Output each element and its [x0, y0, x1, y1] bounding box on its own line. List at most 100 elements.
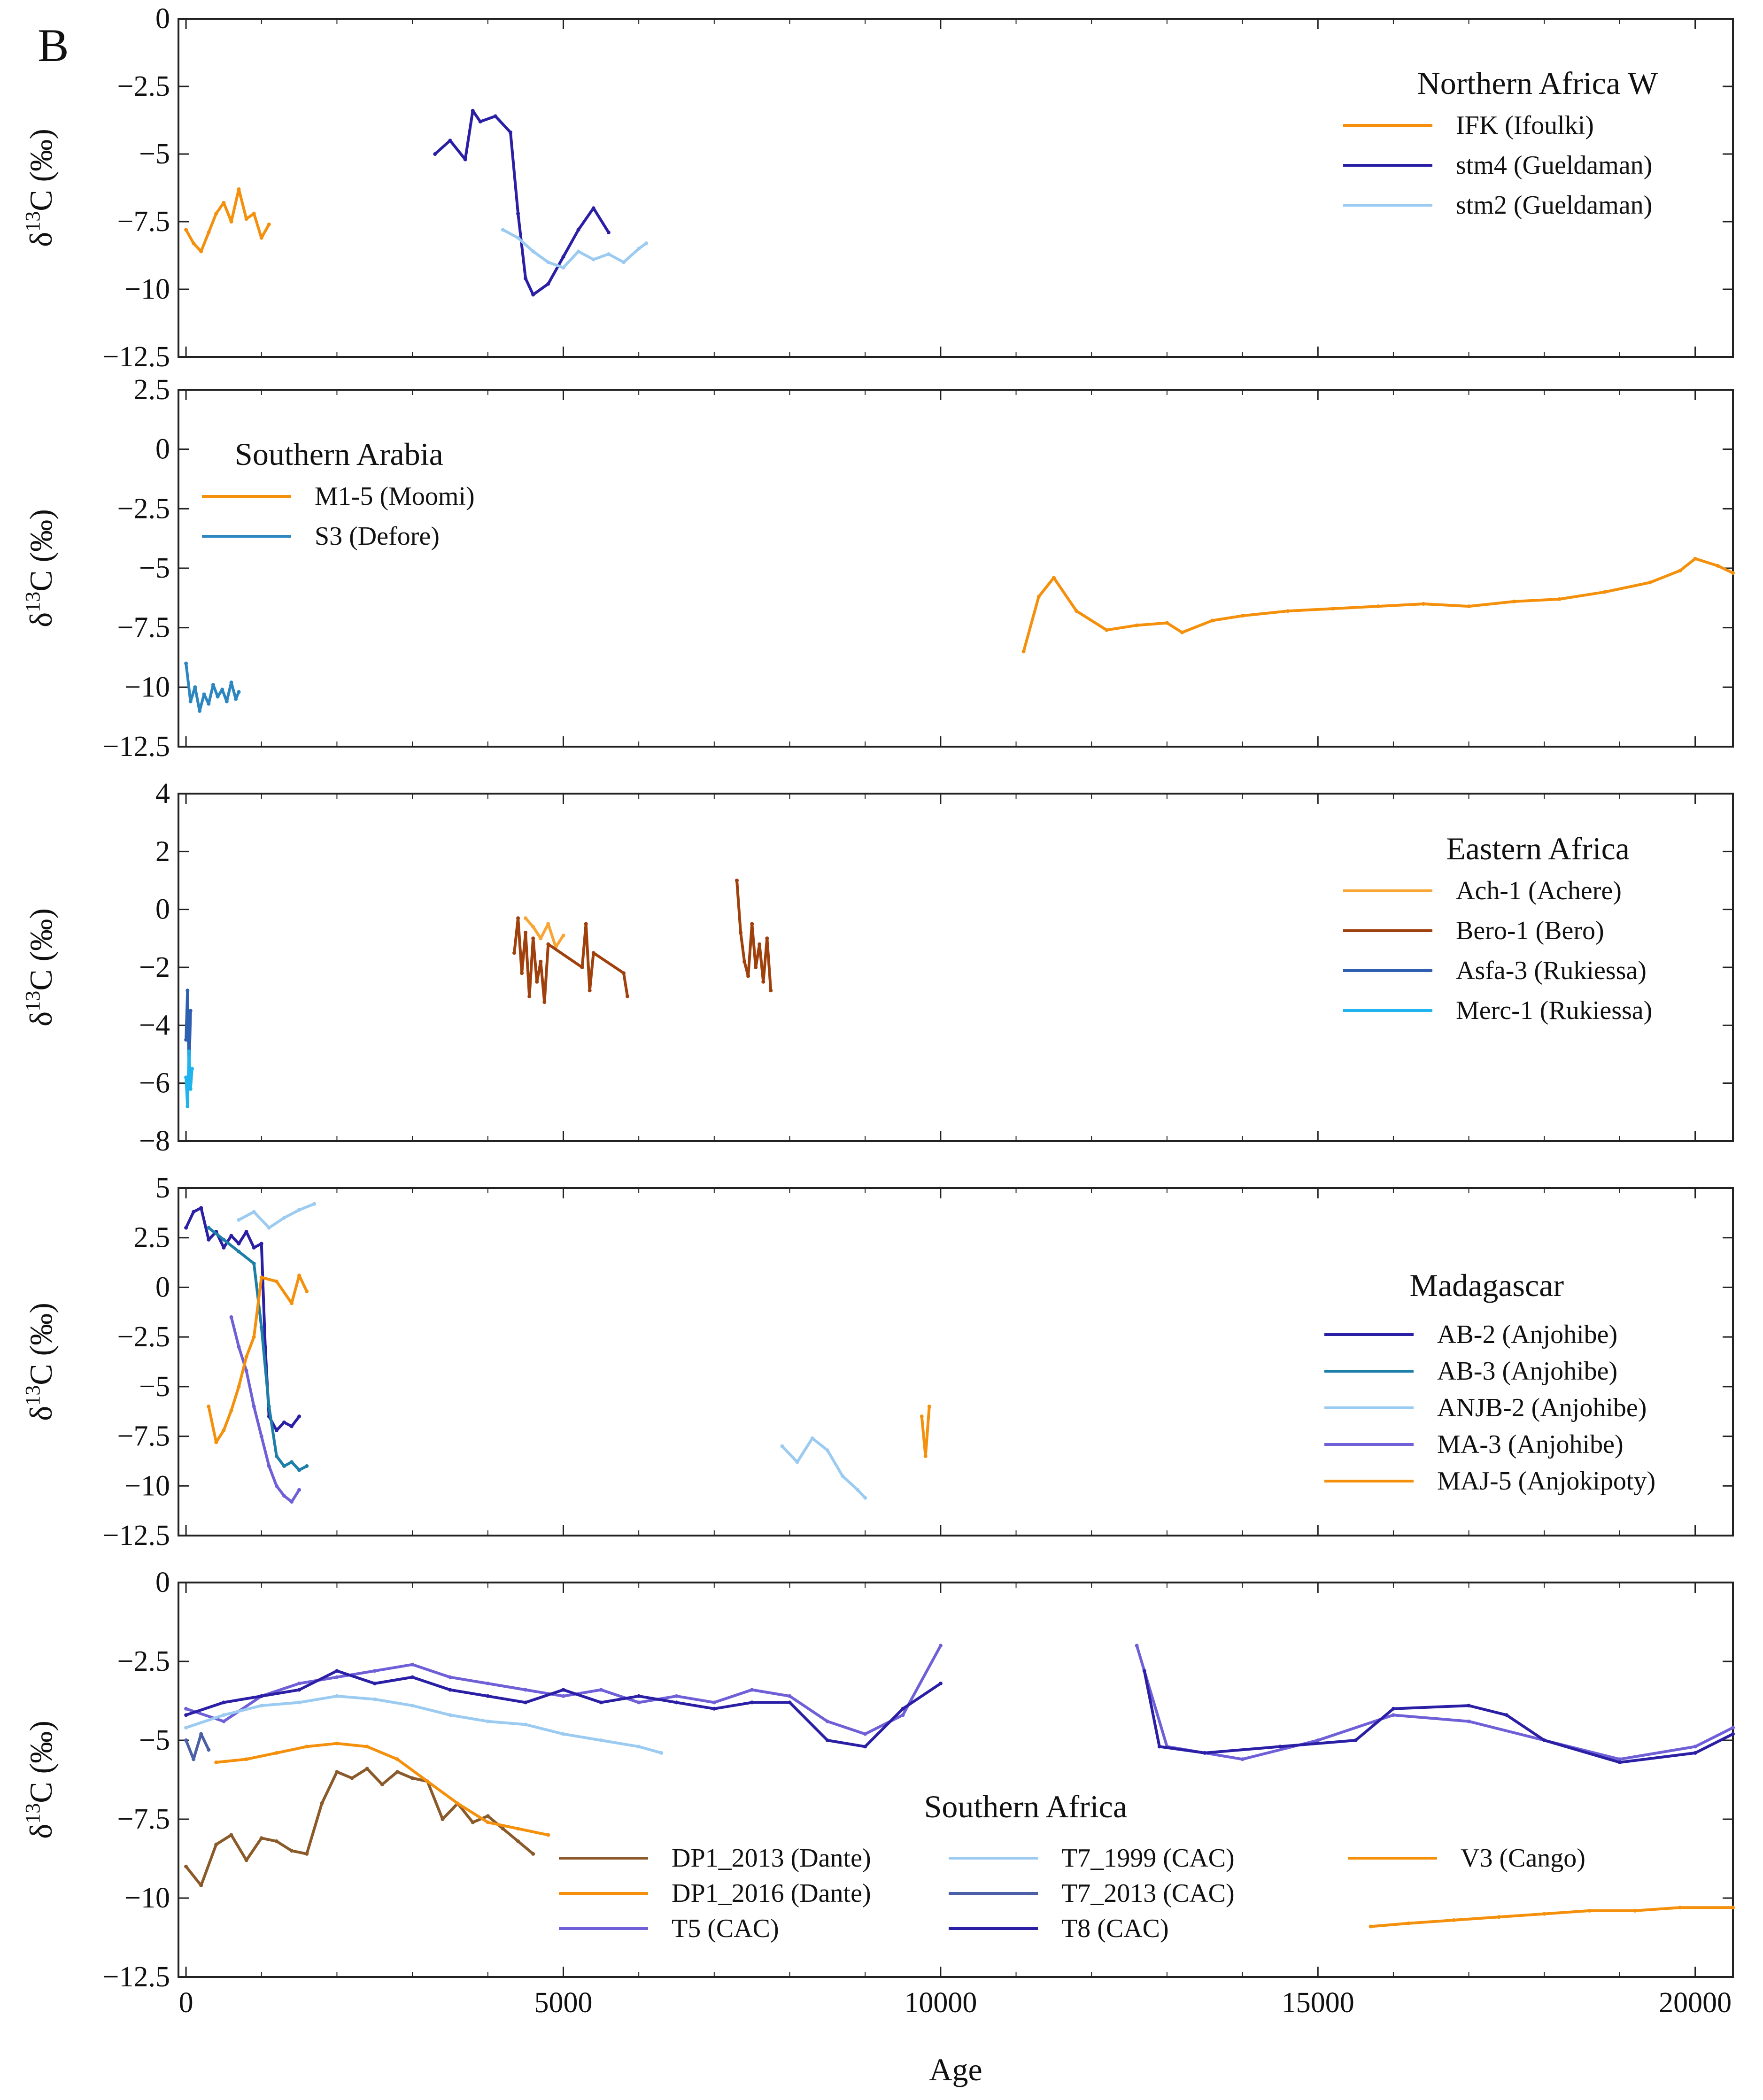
data-point — [486, 1694, 490, 1698]
y-tick-label: −2.5 — [117, 493, 170, 525]
data-point — [524, 1722, 528, 1727]
y-tick-label: −5 — [139, 552, 170, 584]
data-point — [410, 1662, 415, 1667]
data-point — [561, 1688, 565, 1692]
data-point — [486, 1719, 490, 1723]
northern-africa-panel — [178, 18, 1734, 358]
data-point — [1021, 649, 1026, 654]
data-point — [237, 690, 241, 694]
y-tick-label: 0 — [155, 3, 170, 35]
data-point — [1467, 604, 1471, 609]
data-point — [188, 1087, 193, 1091]
series-line-t8-cac — [1143, 1669, 1734, 1764]
data-point — [788, 1694, 792, 1698]
data-point — [187, 1049, 191, 1053]
panel-title: Madagascar — [1410, 1267, 1564, 1303]
data-point — [1648, 580, 1652, 585]
data-point — [1452, 1918, 1456, 1922]
data-point — [1731, 571, 1735, 575]
series-line-stm4-gueldaman — [433, 109, 610, 296]
northern-africa-content: 0 −2.5 −5 −7.5 −10 −12.5 δ13C (‰) Northern Afri… — [21, 3, 1733, 373]
y-tick-label: −6 — [139, 1067, 170, 1099]
data-point — [1693, 1751, 1697, 1755]
data-point — [297, 1208, 302, 1212]
y-tick-label: −12.5 — [103, 1520, 170, 1552]
southern-africa-panel — [178, 1582, 1734, 1978]
data-point — [229, 220, 233, 224]
data-point — [674, 1700, 679, 1705]
y-tick-label: −10 — [124, 1470, 170, 1502]
y-tick-label: −4 — [139, 1009, 170, 1041]
y-tick-label: −5 — [139, 1724, 170, 1756]
data-point — [659, 1751, 664, 1755]
data-point — [1422, 602, 1426, 606]
y-tick-label: −7.5 — [117, 206, 170, 238]
data-point — [425, 1779, 430, 1783]
data-point — [531, 936, 535, 941]
data-point — [252, 211, 256, 216]
y-tick-label: −2.5 — [117, 70, 170, 102]
y-tick-label: 2 — [155, 835, 170, 867]
data-point — [856, 1488, 860, 1492]
data-point — [410, 1704, 415, 1708]
data-point — [493, 114, 497, 118]
y-tick-label: 0 — [155, 1567, 170, 1598]
y-tick-label: −7.5 — [117, 1803, 170, 1835]
data-point — [637, 1745, 641, 1749]
data-point — [244, 1858, 248, 1862]
data-point — [1731, 1732, 1735, 1736]
panel-title: Northern Africa W — [1417, 65, 1658, 101]
legend-label: T7_2013 (CAC) — [1061, 1879, 1235, 1908]
data-point — [1286, 609, 1290, 613]
legend-label: T5 (CAC) — [672, 1914, 779, 1943]
series-line-maj-5-anjokipoty — [207, 1274, 309, 1444]
series-line-dp1-2013-dante — [185, 1767, 535, 1887]
data-point — [742, 959, 747, 964]
y-tick-label: −12.5 — [103, 731, 170, 763]
data-point — [259, 1704, 263, 1708]
data-point — [192, 241, 196, 246]
series-line-ab-3-anjohibe — [207, 1226, 309, 1472]
data-point — [546, 282, 550, 286]
data-point — [591, 206, 595, 210]
y-tick-label: −12.5 — [103, 341, 170, 373]
data-point — [1052, 576, 1056, 580]
y-axis-title: δ13C (‰) — [21, 509, 59, 627]
data-point — [1203, 1751, 1207, 1755]
series-line-t7-2013-cac — [185, 1732, 210, 1761]
data-point — [335, 1770, 339, 1774]
data-point — [335, 1741, 339, 1745]
y-tick-label: −10 — [124, 1882, 170, 1914]
data-point — [433, 152, 437, 156]
data-point — [780, 1444, 784, 1448]
y-tick-label: −5 — [139, 138, 170, 170]
data-point — [1180, 630, 1184, 634]
data-point — [1278, 1745, 1282, 1749]
data-point — [350, 1776, 354, 1780]
legend-label: V3 (Cango) — [1461, 1844, 1585, 1873]
series-line-bero-1-bero — [735, 879, 773, 992]
data-point — [1512, 599, 1516, 603]
data-point — [237, 1250, 241, 1254]
series-line-t7-1999-cac — [185, 1694, 663, 1754]
data-point — [863, 1732, 867, 1736]
data-point — [199, 249, 203, 254]
data-point — [380, 1783, 384, 1787]
data-point — [795, 1460, 799, 1464]
data-point — [456, 1801, 460, 1806]
data-point — [1165, 621, 1169, 625]
data-point — [274, 1279, 278, 1283]
data-point — [259, 1694, 263, 1698]
data-point — [184, 228, 188, 232]
madagascar-panel — [178, 1187, 1734, 1536]
data-point — [448, 1713, 452, 1717]
data-point — [220, 687, 224, 692]
data-point — [190, 1066, 194, 1071]
data-point — [1391, 1713, 1395, 1717]
data-point — [516, 211, 520, 216]
data-point — [938, 1682, 943, 1685]
legend-label: AB-2 (Anjohibe) — [1437, 1320, 1617, 1349]
data-point — [1135, 623, 1139, 627]
data-point — [1316, 1738, 1320, 1742]
data-point — [188, 1009, 193, 1013]
